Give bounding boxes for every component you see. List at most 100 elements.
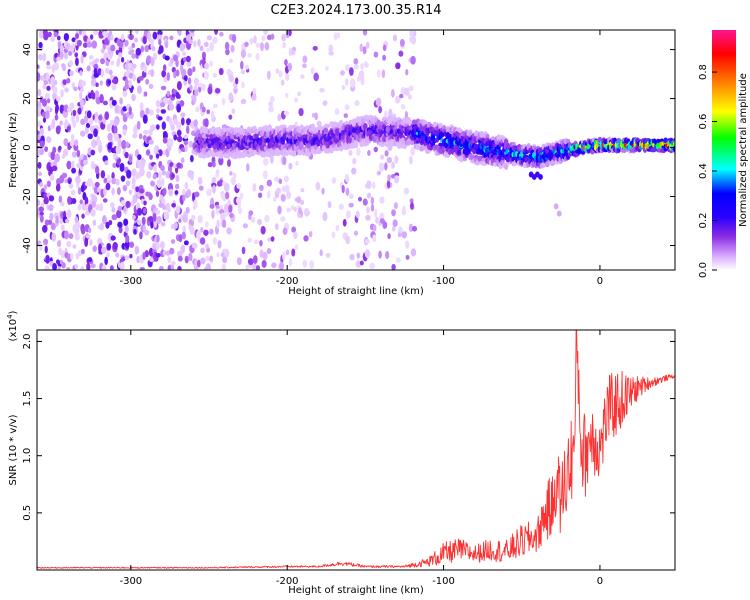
spectrogram-cell (46, 98, 51, 104)
spectrogram-cell (328, 44, 333, 53)
spectrogram-cell (197, 215, 203, 224)
spectrogram-cell (108, 219, 113, 226)
spectrogram-cell (283, 110, 290, 116)
spectrogram-cell (255, 52, 260, 61)
spectrogram-cell (189, 84, 193, 91)
spectrogram-cell (375, 216, 379, 224)
spectrogram-cell (45, 72, 50, 82)
spectrogram-cell (144, 45, 150, 53)
spectrogram-cell (134, 30, 139, 35)
spectrogram-cell (136, 256, 140, 264)
spectrogram-cell (155, 190, 160, 197)
spectrogram-cell (323, 127, 329, 133)
spectrogram-cell (47, 31, 52, 38)
spectrogram-cell (353, 58, 359, 65)
spectrogram-cell (89, 34, 94, 40)
spectrogram-cell (116, 158, 120, 166)
spectrogram-cell (67, 145, 71, 151)
spectrogram-cell (275, 223, 279, 231)
spectrogram-cell (52, 146, 57, 154)
spectrogram-cell (395, 62, 401, 70)
spectrogram-cell (189, 154, 194, 163)
spectrogram-cell (45, 105, 51, 113)
spectrogram-cell (338, 203, 344, 210)
spectrogram-cell (111, 83, 117, 91)
spectrogram-cell (146, 171, 152, 179)
spectrogram-cell (175, 69, 180, 77)
spectrogram-cell (209, 228, 214, 235)
spectrogram-cell (479, 130, 484, 138)
spectrogram-cell (223, 203, 230, 213)
spectrogram-cell (60, 89, 64, 98)
spectrogram-cell (152, 173, 157, 180)
spectrogram-cell (362, 46, 367, 55)
spectrogram-cell (75, 33, 80, 39)
spectrogram-cell (312, 45, 318, 51)
spectrogram-cell (248, 135, 254, 141)
spectrogram-cell (158, 45, 164, 54)
spectrogram-cell (252, 183, 257, 192)
spectrogram-cell (170, 264, 175, 270)
spectrogram-cell (225, 48, 230, 56)
spectrogram-cell (155, 209, 161, 215)
spectrogram-cell (236, 257, 242, 266)
spectrogram-cell (249, 37, 254, 45)
spectrogram-cell (141, 216, 146, 226)
spectrogram-cell (212, 36, 218, 44)
spectrogram-cell (290, 49, 296, 56)
spectrogram-cell (42, 224, 48, 233)
spectrogram-cell (79, 130, 86, 137)
y-tick-label: 20 (22, 92, 33, 105)
spectrogram-cell (111, 214, 118, 221)
spectrogram-cell (70, 45, 75, 53)
spectrogram-cell (372, 234, 377, 243)
spectrogram-cell (86, 110, 92, 119)
spectrogram-cell (390, 89, 395, 98)
spectrogram-cell (55, 103, 59, 113)
spectrogram-cell (236, 183, 242, 189)
spectrogram-cell (325, 252, 331, 258)
spectrogram-cell (230, 176, 237, 186)
spectrogram-cell (73, 86, 78, 92)
spectrogram-cell (115, 145, 122, 155)
spectrogram-cell (340, 70, 346, 76)
spectrogram-cell (43, 80, 49, 86)
spectrogram-cell (93, 128, 98, 138)
spectrogram-cell (164, 40, 169, 49)
spectrogram-cell (300, 188, 305, 193)
spectrogram-cell (457, 149, 462, 155)
spectrogram-cell (60, 224, 65, 231)
spectrogram-cell (386, 156, 393, 164)
spectrogram-cell (139, 167, 145, 177)
spectrogram-cell (110, 44, 116, 52)
spectrogram-cell (217, 240, 222, 249)
spectrogram-cell (162, 137, 168, 144)
spectrogram-cell (71, 167, 77, 174)
spectrogram-cell (194, 191, 200, 198)
spectrogram-cell (119, 261, 125, 270)
spectrogram-cell (237, 207, 243, 215)
spectrogram-cell (54, 114, 59, 121)
spectrogram-cell (336, 32, 341, 39)
spectrogram-cell (37, 161, 42, 169)
spectrogram-cell (125, 141, 130, 148)
spectrogram-cell (156, 108, 160, 114)
spectrogram-cell (45, 254, 50, 264)
spectrogram-cell (100, 58, 106, 65)
spectrogram-cell (149, 154, 153, 160)
spectrogram-cell (266, 179, 273, 187)
spectrogram-cell (229, 171, 233, 176)
spectrogram-cell (90, 89, 94, 99)
spectrogram-cell (183, 75, 188, 82)
x-tick-label: -300 (119, 276, 142, 287)
spectrogram-cell (64, 33, 69, 42)
spectrogram-cell (185, 206, 190, 214)
spectrogram-cell (131, 176, 136, 187)
spectrogram-cell (145, 107, 150, 115)
spectrogram-cell (189, 225, 195, 235)
spectrogram-cell (183, 240, 189, 246)
spectrogram-cell (63, 51, 69, 60)
spectrogram-cell (296, 196, 302, 204)
spectrogram-cell (252, 87, 257, 96)
spectrogram-cell (162, 64, 167, 72)
